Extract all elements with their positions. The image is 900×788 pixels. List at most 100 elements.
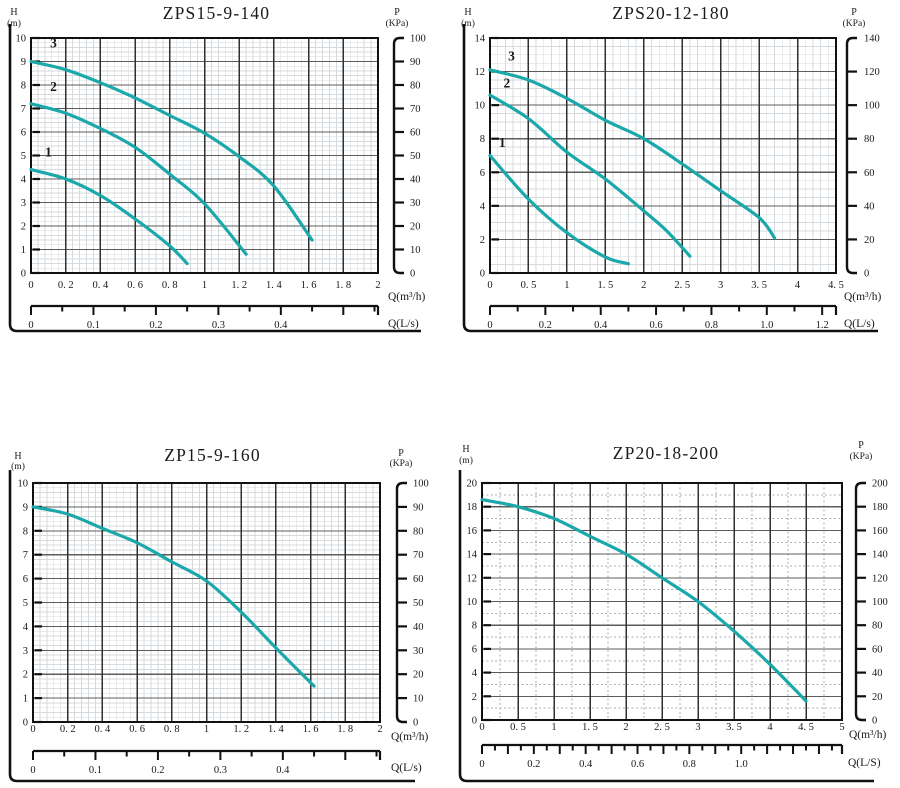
q-m3h-tick-label: 0. 2 xyxy=(58,280,74,291)
p-tick-label: 120 xyxy=(864,67,880,78)
q-ls-tick-label: 0.3 xyxy=(212,320,225,331)
p-tick-label: 50 xyxy=(410,151,421,162)
h-tick-label: 8 xyxy=(21,81,26,92)
q-m3h-tick-label: 1. 8 xyxy=(337,724,353,735)
pump-curve-3 xyxy=(488,68,777,240)
q-m3h-tick-label: 2. 5 xyxy=(654,722,670,733)
right-axis-ticks xyxy=(397,505,407,700)
q-ls-axis-title: Q(L/s) xyxy=(844,318,875,330)
pump-chart-top-left: 0 1 2 3 4 5 6 7 8 9 10 H (m) 0 10 20 30 40 50 60 70 80 90 100 P(… xyxy=(0,0,450,345)
q-m3h-axis-title: Q(m³/h) xyxy=(849,729,886,741)
chart-title: ZP20-18-200 xyxy=(613,443,720,463)
chart-zps20-12-180: 02468101214H(m)020406080100120140P(KPa)0… xyxy=(461,3,881,333)
p-tick-label: 40 xyxy=(410,175,421,186)
q-ls-tick-label: 0.6 xyxy=(650,320,663,331)
h-tick-label: 8 xyxy=(23,526,28,537)
q-ls-tick-label: 0.2 xyxy=(539,320,552,331)
q-m3h-tick-label: 2. 5 xyxy=(674,280,690,291)
h-tick-label: 7 xyxy=(21,104,26,115)
p-tick-label: 0 xyxy=(413,718,418,729)
q-m3h-tick-label: 1. 4 xyxy=(266,280,283,291)
chart-zps15-9-140: 012345678910H(m)0102030405060708090100P(… xyxy=(7,3,426,333)
h-tick-label: 14 xyxy=(475,34,486,45)
q-ls-tick-label: 0.8 xyxy=(705,320,718,331)
h-tick-label: 6 xyxy=(23,574,28,585)
h-tick-label: 6 xyxy=(21,128,26,139)
p-tick-label: 100 xyxy=(413,479,429,490)
h-tick-label: 8 xyxy=(480,134,485,145)
pressure-axis-bracket xyxy=(845,36,857,275)
q-m3h-tick-label: 2 xyxy=(375,280,380,291)
h-tick-label: 0 xyxy=(23,718,28,729)
chart-zp20-18-200: 02468101214161820H(m)0204060801001201401… xyxy=(458,440,888,783)
q-ls-tick-label: 0.4 xyxy=(276,765,290,776)
curve-label-1: 1 xyxy=(45,145,52,160)
h-tick-label: 12 xyxy=(467,573,478,584)
h-tick-label: 2 xyxy=(23,670,28,681)
q-m3h-tick-label: 0 xyxy=(28,280,33,291)
q-m3h-tick-label: 0. 5 xyxy=(521,280,537,291)
axis-frame xyxy=(458,470,874,783)
q-m3h-tick-label: 0. 4 xyxy=(93,280,110,291)
q-m3h-tick-label: 0. 2 xyxy=(60,724,76,735)
right-axis-unit: (KPa) xyxy=(843,18,866,29)
left-axis-title: H xyxy=(462,444,469,455)
q-m3h-tick-label: 0. 6 xyxy=(129,724,145,735)
q-m3h-tick-label: 2 xyxy=(623,722,628,733)
p-tick-label: 40 xyxy=(872,668,883,679)
h-tick-label: 5 xyxy=(21,151,26,162)
axis-frame xyxy=(462,24,878,333)
pump-curve-main xyxy=(31,505,316,688)
q-m3h-tick-label: 0 xyxy=(487,280,492,291)
pump-curve-1 xyxy=(29,168,189,266)
p-tick-label: 20 xyxy=(413,670,424,681)
plot-border xyxy=(481,482,843,721)
p-tick-label: 100 xyxy=(410,34,426,45)
q-m3h-tick-label: 4 xyxy=(795,280,801,291)
p-tick-label: 60 xyxy=(872,644,883,655)
q-ls-tick-label: 0.4 xyxy=(274,320,288,331)
q-m3h-tick-label: 0. 5 xyxy=(510,722,526,733)
q-m3h-tick-label: 1. 5 xyxy=(597,280,613,291)
q-m3h-tick-label: 1. 5 xyxy=(582,722,598,733)
q-ls-tick-label: 0 xyxy=(479,759,484,770)
q-m3h-tick-label: 0. 4 xyxy=(95,724,112,735)
p-tick-label: 200 xyxy=(872,479,888,490)
h-tick-label: 8 xyxy=(472,621,477,632)
p-tick-label: 180 xyxy=(872,502,888,513)
left-axis-unit: (m) xyxy=(459,455,473,466)
p-tick-label: 160 xyxy=(872,526,888,537)
h-tick-label: 10 xyxy=(18,479,29,490)
h-tick-label: 4 xyxy=(21,175,27,186)
q-m3h-tick-label: 0. 8 xyxy=(162,280,178,291)
h-tick-label: 6 xyxy=(480,168,485,179)
q-m3h-tick-label: 3 xyxy=(695,722,700,733)
h-tick-label: 9 xyxy=(21,57,26,68)
pump-curve-1 xyxy=(488,153,630,266)
plot-border xyxy=(30,37,379,274)
p-tick-label: 50 xyxy=(413,598,424,609)
q-ls-tick-label: 0.8 xyxy=(683,759,696,770)
h-tick-label: 12 xyxy=(475,67,486,78)
pump-curve-main xyxy=(480,498,808,703)
q-ls-tick-label: 1.0 xyxy=(735,759,748,770)
right-axis-ticks xyxy=(394,60,404,251)
p-tick-label: 60 xyxy=(413,574,424,585)
p-tick-label: 20 xyxy=(864,235,875,246)
q-m3h-tick-label: 1 xyxy=(564,280,569,291)
q-ls-tick-label: 0.4 xyxy=(594,320,608,331)
h-tick-label: 1 xyxy=(23,694,28,705)
q-m3h-tick-label: 1 xyxy=(202,280,207,291)
p-tick-label: 80 xyxy=(872,621,883,632)
h-tick-label: 10 xyxy=(16,34,27,45)
left-axis-unit: (m) xyxy=(7,18,21,29)
h-tick-label: 3 xyxy=(23,646,28,657)
q-ls-axis xyxy=(489,304,838,315)
axis-frame xyxy=(8,24,421,333)
q-m3h-tick-label: 3. 5 xyxy=(726,722,742,733)
p-tick-label: 70 xyxy=(410,104,421,115)
p-tick-label: 20 xyxy=(872,692,883,703)
q-ls-tick-label: 1.0 xyxy=(760,320,773,331)
q-ls-axis xyxy=(481,743,844,754)
q-m3h-tick-label: 1. 6 xyxy=(301,280,317,291)
